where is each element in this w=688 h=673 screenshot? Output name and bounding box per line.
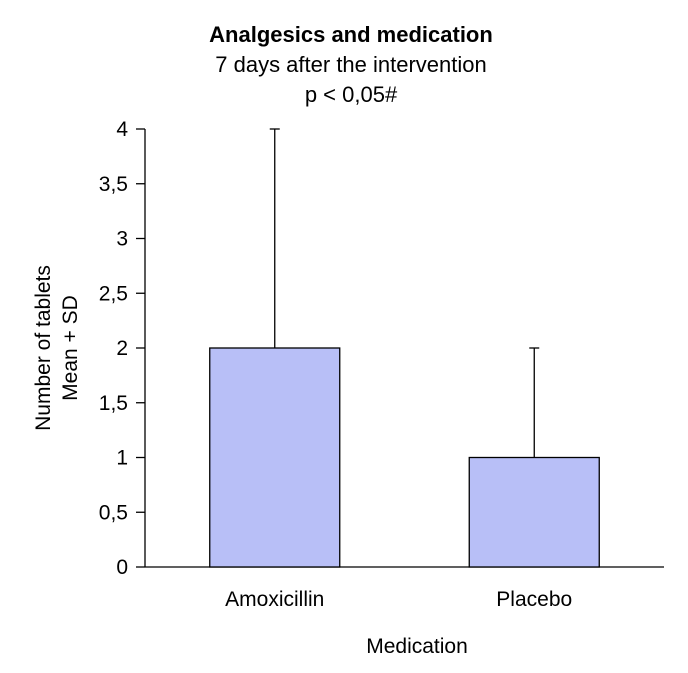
- chart-title: Analgesics and medication: [209, 22, 493, 47]
- y-tick-label: 1,5: [99, 392, 128, 415]
- y-tick-label: 0: [116, 556, 128, 579]
- x-tick-label: Placebo: [496, 588, 572, 611]
- x-tick-label: Amoxicillin: [225, 588, 324, 611]
- y-tick-label: 4: [116, 118, 128, 141]
- y-tick-label: 3: [116, 228, 128, 251]
- chart-subtitle-line-1: 7 days after the intervention: [215, 52, 487, 77]
- y-axis-title-line-2: Mean + SD: [59, 295, 82, 401]
- y-axis-title: Number of tablets Mean + SD: [32, 265, 82, 431]
- y-tick-label: 2: [116, 337, 128, 360]
- y-tick-label: 3,5: [99, 173, 128, 196]
- y-tick-label: 0,5: [99, 501, 128, 524]
- bar-placebo: [468, 456, 600, 568]
- plot-area: 0 0,5 1 1,5 2 2,5 3 3,5 4 Amoxicillin Placebo: [99, 118, 664, 611]
- chart-subtitle-line-2: p < 0,05#: [305, 82, 398, 107]
- bar-amoxicillin: [209, 347, 341, 568]
- y-axis-title-line-1: Number of tablets: [32, 265, 55, 431]
- y-tick-label: 1: [116, 447, 128, 470]
- x-axis-title: Medication: [366, 635, 468, 658]
- y-tick-label: 2,5: [99, 282, 128, 305]
